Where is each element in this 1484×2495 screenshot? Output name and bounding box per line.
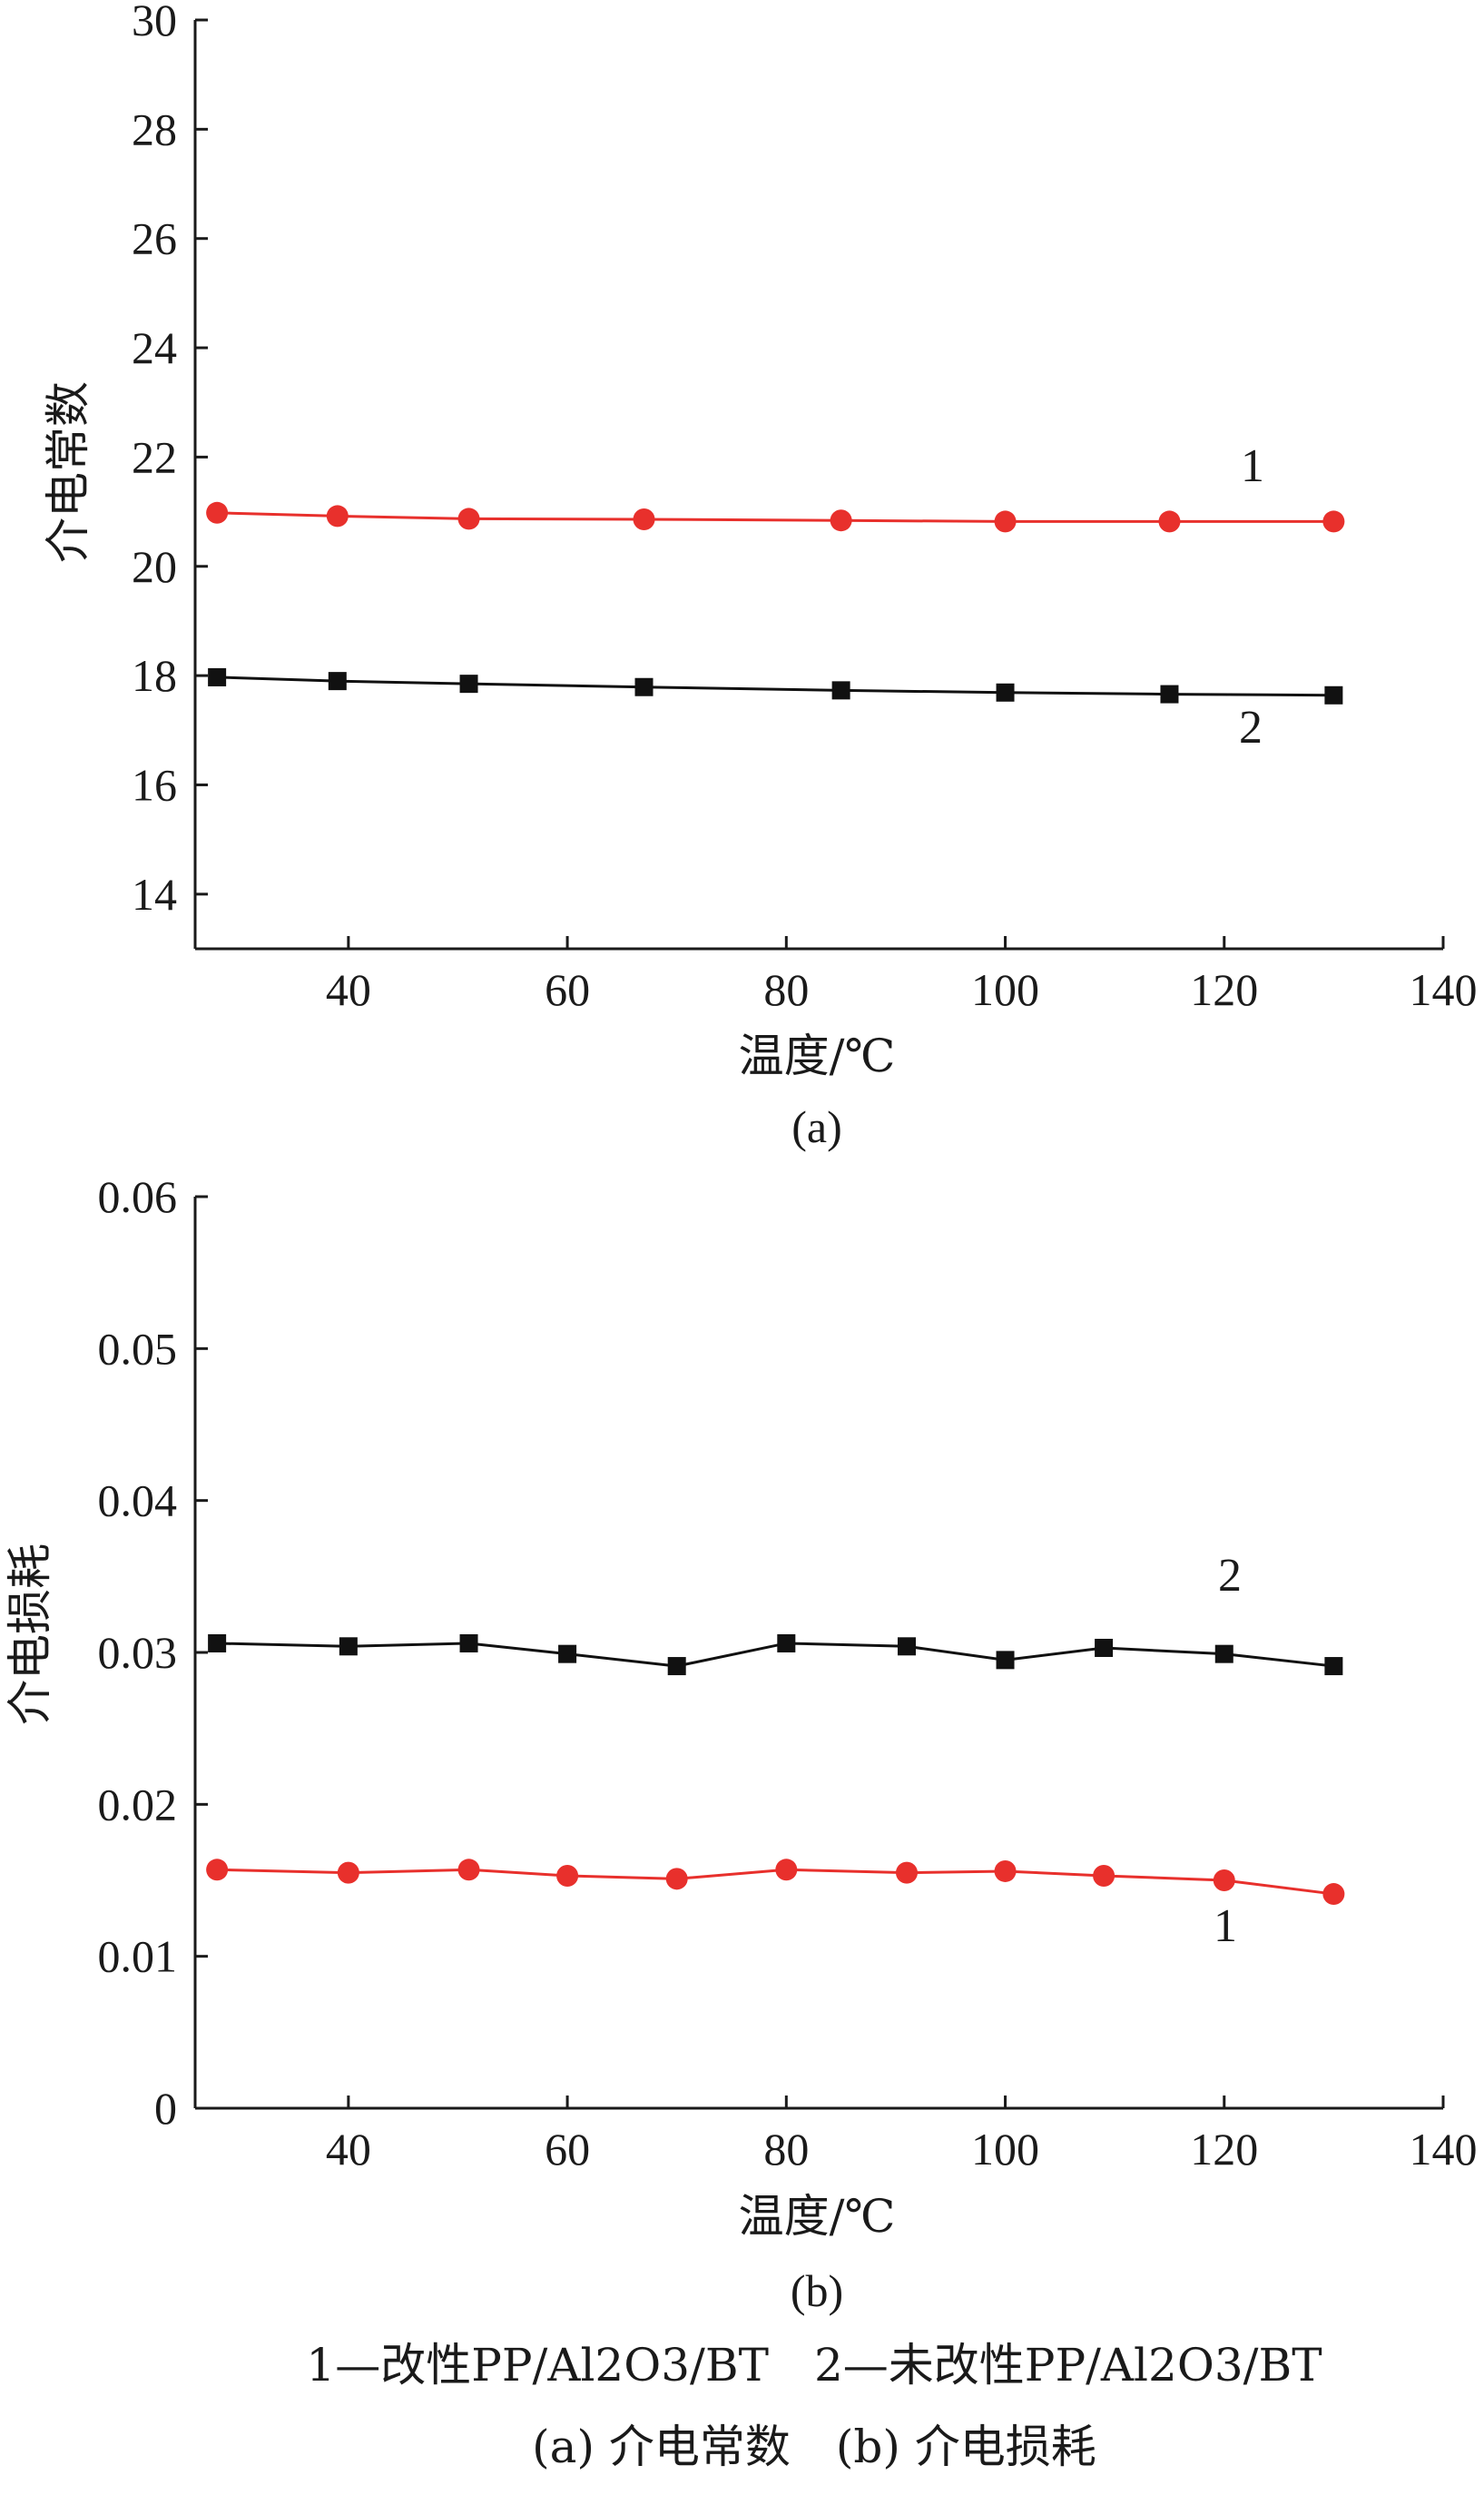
series-1-point [775,1859,798,1881]
x-tick-label: 60 [545,2124,590,2174]
series-1-point [994,1859,1017,1882]
x-axis-title-a: 温度/℃ [739,1030,896,1082]
x-tick-label: 100 [971,2124,1039,2174]
chart-panel-b: 40 60 80 100 120 140 0 0.01 0.02 0.03 0.04 0.05 0.06… [4,1171,1478,2316]
series-2-point [777,1633,796,1652]
y-tick-label: 22 [132,431,177,482]
y-tick-label: 0.01 [98,1931,178,1982]
y-tick-label: 16 [132,759,177,810]
y-tick-label: 24 [132,322,177,373]
series-2-point [1095,1638,1114,1657]
x-tick-label: 60 [545,964,590,1015]
series-2-point [634,677,654,696]
series-2-point [1214,1644,1233,1663]
series-2-point [208,667,227,686]
series-1-point [830,509,852,532]
series-1-point [457,508,480,530]
panels-caption: (a) 介电常数 (b) 介电损耗 [532,2421,1096,2473]
x-tick-label: 80 [763,964,809,1015]
series-2-point [328,672,347,691]
series-2-point [1160,685,1179,704]
y-tick-label: 14 [132,869,177,920]
series-2-point [459,1633,478,1652]
series-2-point [1324,685,1343,705]
series-1-point [556,1864,579,1887]
series-1-point [457,1859,480,1881]
plot-area-a: 40 60 80 100 120 140 14 16 18 20 22 24 26 28 30 1 2 [132,0,1478,1015]
series-1-line [217,511,1334,523]
series-1-label: 1 [1214,1900,1237,1952]
x-tick-label: 100 [971,964,1039,1015]
y-tick-label: 30 [132,0,177,45]
series-1-point [326,505,349,528]
series-1-point [633,508,655,531]
series-2-label: 2 [1239,702,1263,754]
series-2-line [217,676,1334,697]
y-tick-label: 0.02 [98,1779,178,1829]
series-2-line [217,1642,1334,1668]
series-1-point [665,1868,688,1890]
series-1-point [337,1861,359,1884]
chart-panel-a: 40 60 80 100 120 140 14 16 18 20 22 24 26 28 30 1 2 温度/℃… [42,0,1478,1152]
y-axis-title-a: 介电常数 [42,381,94,563]
y-tick-label: 18 [132,650,177,701]
series-2-point [339,1637,358,1656]
series-2-point [558,1644,577,1663]
y-tick-label: 28 [132,104,177,154]
y-tick-label: 26 [132,213,177,264]
y-tick-label: 0.04 [98,1475,178,1526]
series-1-point [1093,1864,1115,1887]
series-1-point [1158,510,1181,533]
series-1-point [206,1859,229,1881]
panel-label-b: (b) [791,2265,843,2316]
series-2-point [996,683,1015,702]
x-tick-label: 40 [326,964,371,1015]
x-tick-label: 120 [1190,964,1258,1015]
x-tick-label: 140 [1410,2124,1478,2174]
y-tick-label: 0.05 [98,1323,178,1374]
series-1-point [895,1861,918,1884]
series-1-point [994,510,1017,533]
series-2-point [1324,1657,1343,1676]
y-tick-label: 20 [132,541,177,592]
x-axis-title-b: 温度/℃ [739,2190,896,2243]
y-axis-title-b: 介电损耗 [4,1543,56,1725]
panel-label-a: (a) [791,1101,842,1152]
series-2-point [208,1633,227,1652]
x-tick-label: 80 [763,2124,809,2174]
plot-area-b: 40 60 80 100 120 140 0 0.01 0.02 0.03 0.04 0.05 0.06… [98,1171,1478,2174]
x-tick-label: 140 [1410,964,1478,1015]
series-1-point [1322,1883,1345,1906]
series-2-point [831,681,850,700]
y-tick-label: 0.06 [98,1171,178,1222]
x-tick-label: 120 [1190,2124,1258,2174]
series-1-point [1322,510,1345,533]
series-2-point [996,1651,1015,1670]
series-1-point [206,501,229,524]
legend-caption: 1—改性PP/Al2O3/BT 2—未改性PP/Al2O3/BT [306,2339,1322,2391]
series-1-label: 1 [1241,440,1264,492]
y-tick-label: 0 [154,2083,177,2134]
series-2-point [459,675,478,694]
series-2-point [897,1637,916,1656]
series-2-point [667,1657,686,1676]
series-2-label: 2 [1218,1550,1242,1602]
series-1-point [1213,1869,1235,1891]
series-1-line [217,1868,1334,1896]
y-tick-label: 0.03 [98,1627,178,1678]
x-tick-label: 40 [326,2124,371,2174]
